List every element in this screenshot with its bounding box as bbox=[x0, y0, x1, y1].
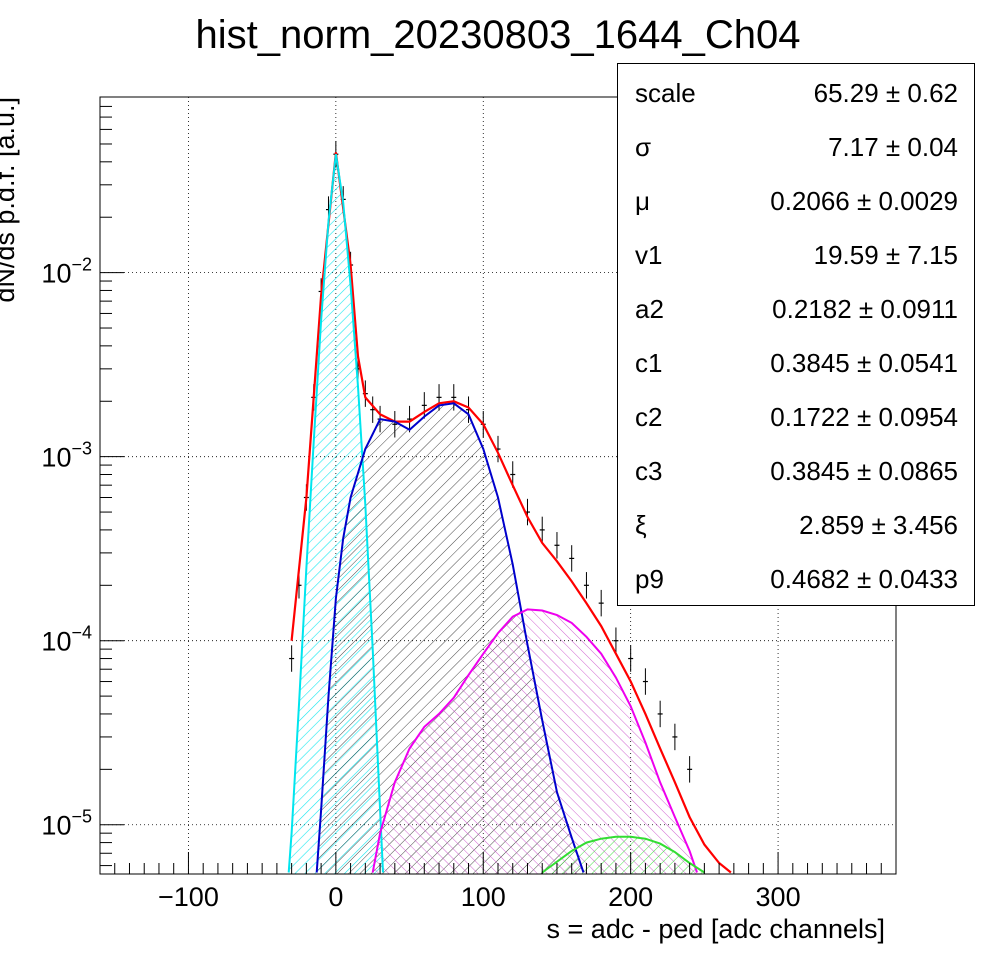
component-curve bbox=[371, 608, 698, 873]
plot-area bbox=[287, 140, 732, 874]
stat-row: a2 0.2182 ± 0.0911 bbox=[618, 282, 974, 336]
stat-value: 0.3845 ± 0.0541 bbox=[770, 348, 958, 378]
component-curve bbox=[541, 835, 705, 874]
x-tick-label: −100 bbox=[158, 882, 219, 912]
stat-value: 65.29 ± 0.62 bbox=[813, 78, 958, 108]
stat-name: ξ bbox=[635, 510, 647, 540]
stat-row: c3 0.3845 ± 0.0865 bbox=[618, 444, 974, 498]
y-tick-label: 10−2 bbox=[41, 255, 92, 289]
y-tick-label: 10−5 bbox=[41, 807, 92, 841]
stat-value: 0.1722 ± 0.0954 bbox=[770, 402, 958, 432]
stat-row: scale 65.29 ± 0.62 bbox=[618, 66, 974, 120]
stat-name: σ bbox=[635, 132, 652, 162]
stat-name: scale bbox=[635, 78, 696, 108]
stat-row: c1 0.3845 ± 0.0541 bbox=[618, 336, 974, 390]
stat-name: μ bbox=[635, 186, 650, 216]
stat-value: 0.2066 ± 0.0029 bbox=[770, 186, 958, 216]
x-tick-label: 300 bbox=[756, 882, 801, 912]
stat-value: 19.59 ± 7.15 bbox=[813, 240, 958, 270]
component-fill bbox=[372, 609, 697, 874]
y-tick-label: 10−4 bbox=[41, 623, 92, 657]
stat-name: p9 bbox=[635, 564, 664, 594]
x-tick-label: 100 bbox=[461, 882, 506, 912]
stat-name: c1 bbox=[635, 348, 663, 378]
stat-name: v1 bbox=[635, 240, 663, 270]
stat-row: c2 0.1722 ± 0.0954 bbox=[618, 390, 974, 444]
stat-value: 0.4682 ± 0.0433 bbox=[770, 564, 958, 594]
stat-value: 7.17 ± 0.04 bbox=[828, 132, 958, 162]
axes: −100 0 100 200 300 10−5 10−4 10−3 10−2 bbox=[41, 96, 897, 912]
stat-value: 2.859 ± 3.456 bbox=[799, 510, 958, 540]
y-axis-label: dN/ds p.d.f. [a.u.] bbox=[0, 97, 20, 303]
component-curve bbox=[287, 154, 384, 873]
stat-row: μ 0.2066 ± 0.0029 bbox=[618, 174, 974, 228]
stat-row: ξ 2.859 ± 3.456 bbox=[618, 498, 974, 552]
stat-value: 0.3845 ± 0.0865 bbox=[770, 456, 958, 486]
x-tick-label: 0 bbox=[328, 882, 343, 912]
chart-title: hist_norm_20230803_1644_Ch04 bbox=[196, 13, 801, 57]
y-tick-label: 10−3 bbox=[41, 439, 92, 473]
stat-value: 0.2182 ± 0.0911 bbox=[772, 294, 958, 324]
stat-row: v1 19.59 ± 7.15 bbox=[618, 228, 974, 282]
component-curve bbox=[315, 402, 585, 873]
stat-row: p9 0.4682 ± 0.0433 bbox=[618, 552, 974, 606]
x-tick-label: 200 bbox=[608, 882, 653, 912]
total-fit-curve bbox=[290, 152, 732, 874]
stat-name: c2 bbox=[635, 402, 663, 432]
x-axis-label: s = adc - ped [adc channels] bbox=[547, 914, 885, 944]
stat-name: a2 bbox=[635, 294, 664, 324]
stat-row: σ 7.17 ± 0.04 bbox=[618, 120, 974, 174]
fit-parameters-box: scale 65.29 ± 0.62 σ 7.17 ± 0.04 μ 0.206… bbox=[617, 63, 975, 606]
stat-name: c3 bbox=[635, 456, 663, 486]
